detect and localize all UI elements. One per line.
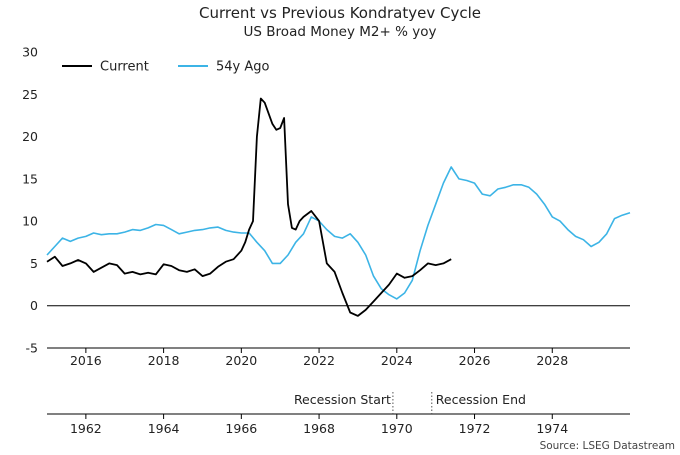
recession-end-label: Recession End: [436, 392, 526, 407]
x-tick-label-current: 2018: [148, 353, 180, 368]
x-tick-label-current: 2020: [225, 353, 257, 368]
x-tick-label-previous: 1970: [381, 421, 413, 436]
legend-current-label: Current: [100, 60, 149, 75]
x-tick-label-current: 2028: [536, 353, 568, 368]
y-tick-label: 25: [22, 87, 38, 102]
y-tick-label: 20: [22, 129, 38, 144]
chart-title: Current vs Previous Kondratyev Cycle: [198, 4, 481, 22]
x-tick-label-previous: 1962: [70, 421, 102, 436]
y-tick-label: 15: [22, 171, 38, 186]
x-tick-label-previous: 1966: [225, 421, 257, 436]
y-tick-label: 5: [30, 256, 38, 271]
x-tick-label-current: 2016: [70, 353, 102, 368]
x-tick-label-previous: 1972: [459, 421, 491, 436]
y-tick-label: 0: [30, 298, 38, 313]
x-tick-label-current: 2024: [381, 353, 413, 368]
x-tick-label-previous: 1964: [148, 421, 180, 436]
y-tick-label: -5: [26, 341, 38, 356]
source-note: Source: LSEG Datastream: [540, 440, 675, 452]
chart-subtitle: US Broad Money M2+ % yoy: [243, 24, 437, 40]
x-tick-label-current: 2026: [459, 353, 491, 368]
x-tick-label-current: 2022: [303, 353, 335, 368]
series-current-line: [46, 97, 452, 317]
y-tick-label: 10: [22, 214, 38, 229]
y-tick-label: 30: [22, 45, 38, 60]
recession-start-label: Recession Start: [294, 392, 391, 407]
x-tick-label-previous: 1968: [303, 421, 335, 436]
series-54y-ago-line: [46, 166, 631, 300]
legend-54y-label: 54y Ago: [216, 60, 270, 75]
x-tick-label-previous: 1974: [536, 421, 568, 436]
